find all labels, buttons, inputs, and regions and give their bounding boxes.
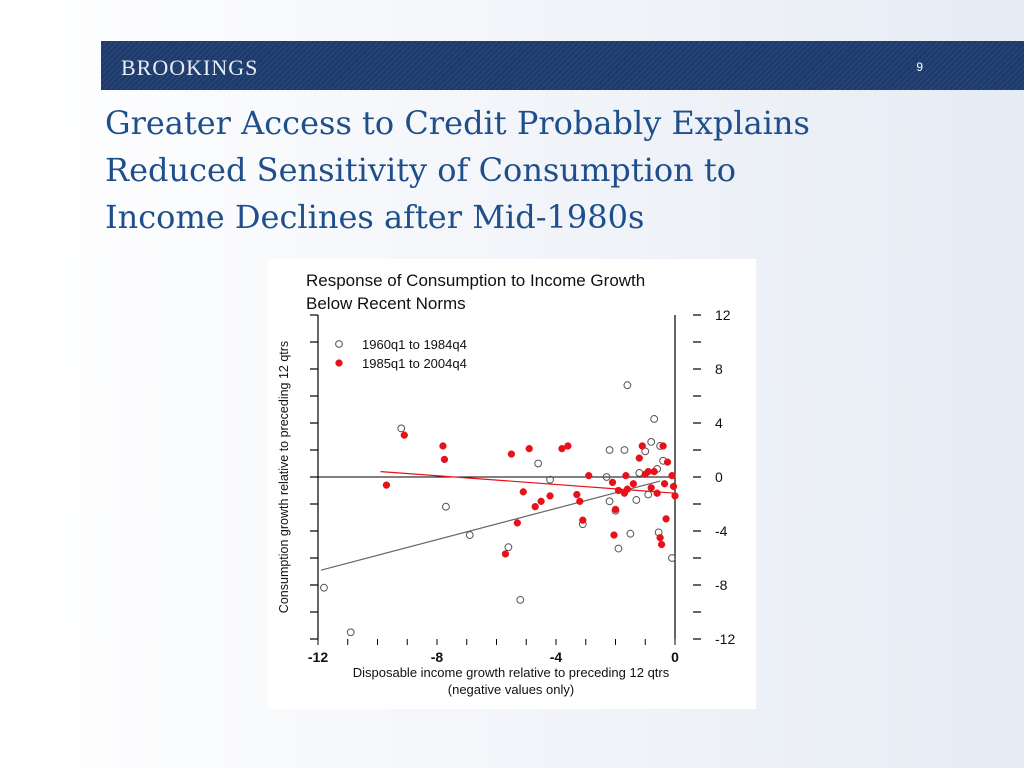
y-tick-label: 4 [715, 415, 723, 431]
y-tick-label: 0 [715, 469, 723, 485]
y-tick-label: -12 [715, 631, 735, 647]
data-point-1985-2004 [660, 480, 669, 488]
data-point-1985-2004 [576, 497, 584, 505]
legend-marker-1960-1984 [335, 340, 343, 348]
data-point-1985-2004 [546, 492, 554, 500]
data-point-1985-2004 [558, 445, 566, 453]
data-point-1985-2004 [668, 472, 676, 480]
data-point-1985-2004 [647, 484, 655, 492]
data-point-1960-1984 [626, 529, 635, 538]
data-point-1985-2004 [519, 488, 527, 496]
chart-title-line: Response of Consumption to Income Growth [306, 271, 645, 290]
legend-marker-1985-2004 [335, 359, 343, 367]
data-point-1985-2004 [439, 442, 447, 450]
x-axis-label-line: Disposable income growth relative to pre… [353, 665, 670, 680]
data-point-1960-1984 [534, 459, 543, 468]
data-point-1985-2004 [507, 450, 516, 458]
data-point-1985-2004 [531, 503, 539, 511]
data-point-1985-2004 [662, 515, 670, 523]
fit-line-1960-1984 [320, 480, 661, 571]
data-point-1960-1984 [668, 554, 676, 562]
data-point-1985-2004 [663, 458, 672, 466]
data-point-1985-2004 [671, 492, 679, 500]
data-point-1960-1984 [614, 544, 623, 553]
data-point-1960-1984 [546, 475, 554, 484]
data-point-1985-2004 [501, 550, 510, 558]
slide-title-line: Reduced Sensitivity of Consumption to [105, 151, 737, 189]
data-point-1985-2004 [610, 531, 618, 539]
chart-legend: 1960q1 to 1984q4 1985q1 to 2004q4 [335, 337, 467, 371]
data-point-1960-1984 [605, 497, 614, 506]
slide-title-line: Greater Access to Credit Probably Explai… [105, 104, 810, 142]
data-point-1960-1984 [623, 381, 632, 390]
data-point-1985-2004 [622, 472, 630, 480]
data-point-1960-1984 [465, 531, 474, 539]
data-point-1985-2004 [513, 519, 521, 527]
data-point-1960-1984 [346, 628, 355, 637]
scatter-chart-svg: Response of Consumption to Income Growth… [277, 271, 735, 697]
data-point-1960-1984 [516, 595, 525, 604]
data-point-1985-2004 [669, 482, 678, 491]
y-axis-label: Consumption growth relative to preceding… [277, 341, 291, 613]
data-point-1960-1984 [650, 415, 659, 423]
data-point-1960-1984 [605, 446, 614, 454]
data-point-1985-2004 [629, 480, 638, 488]
x-tick-label: -12 [308, 649, 328, 665]
data-point-1985-2004 [382, 481, 391, 489]
data-point-1960-1984 [635, 469, 644, 477]
x-tick-label: 0 [671, 649, 679, 665]
data-point-1985-2004 [659, 442, 667, 450]
data-point-1985-2004 [614, 486, 623, 495]
x-axis-label-line: (negative values only) [448, 682, 574, 697]
data-point-1985-2004 [585, 472, 593, 480]
header-bar: BROOKINGS 9 [101, 41, 1024, 90]
data-point-1960-1984 [442, 502, 450, 511]
x-tick-label: -4 [550, 649, 563, 665]
data-point-1985-2004 [657, 540, 666, 549]
data-point-1960-1984 [647, 438, 656, 446]
data-point-1985-2004 [638, 442, 646, 450]
data-point-1985-2004 [653, 489, 661, 497]
data-point-1985-2004 [579, 516, 587, 524]
slide-title-line: Income Declines after Mid-1980s [105, 198, 645, 236]
data-point-1960-1984 [504, 543, 513, 552]
data-point-1985-2004 [623, 485, 632, 493]
data-point-1960-1984 [397, 424, 406, 433]
data-point-1985-2004 [440, 455, 449, 464]
data-point-1960-1984 [632, 496, 641, 504]
data-point-1985-2004 [611, 505, 620, 514]
data-point-1985-2004 [525, 445, 533, 453]
data-point-1960-1984 [320, 583, 328, 592]
y-tick-label: 12 [715, 307, 731, 323]
brand-logo: BROOKINGS [121, 55, 259, 80]
x-tick-label: -8 [431, 649, 444, 665]
legend-label: 1985q1 to 2004q4 [362, 356, 467, 371]
data-point-1985-2004 [656, 534, 664, 542]
data-point-1985-2004 [564, 442, 572, 450]
y-tick-label: -8 [715, 577, 728, 593]
data-point-1985-2004 [635, 454, 643, 462]
chart-title-line: Below Recent Norms [306, 294, 466, 313]
page-number: 9 [916, 60, 923, 74]
data-point-1985-2004 [650, 467, 658, 476]
data-point-1960-1984 [620, 446, 629, 454]
y-tick-label: -4 [715, 523, 728, 539]
scatter-chart: Response of Consumption to Income Growth… [268, 259, 756, 709]
slide-title: Greater Access to Credit Probably Explai… [105, 100, 905, 241]
data-point-1960-1984 [602, 473, 611, 481]
data-point-1985-2004 [608, 478, 617, 487]
data-point-1960-1984 [644, 490, 653, 499]
data-point-1985-2004 [537, 497, 545, 505]
y-tick-label: 8 [715, 361, 723, 377]
data-point-1985-2004 [573, 490, 581, 499]
data-point-1985-2004 [400, 431, 408, 439]
legend-label: 1960q1 to 1984q4 [362, 337, 467, 352]
